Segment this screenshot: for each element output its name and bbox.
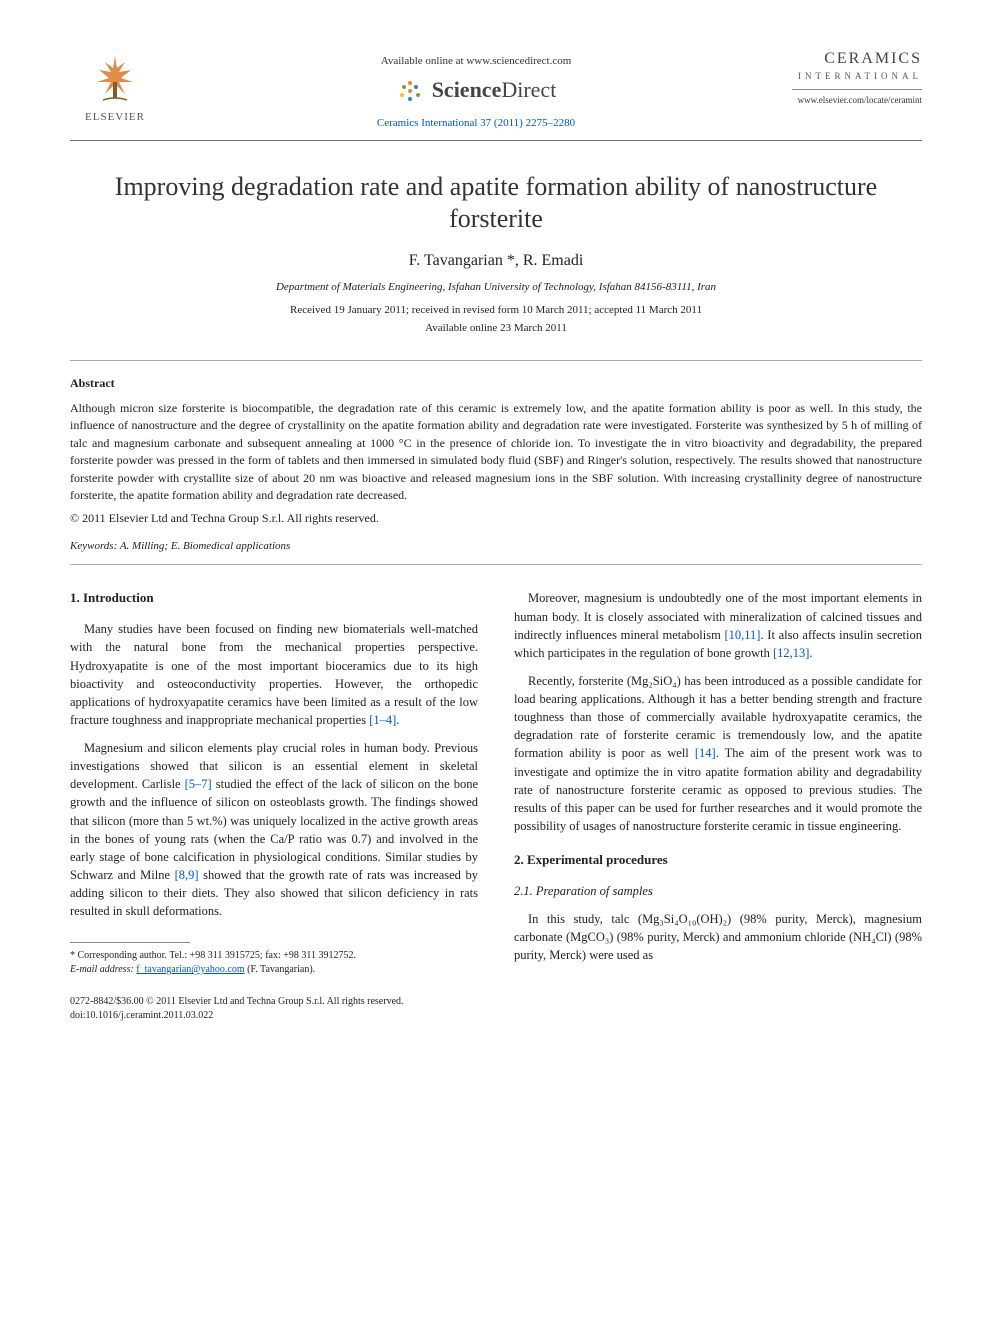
dates-received: Received 19 January 2011; received in re…	[70, 303, 922, 318]
abstract-heading: Abstract	[70, 375, 922, 392]
intro-para-2: Magnesium and silicon elements play cruc…	[70, 739, 478, 920]
affiliation: Department of Materials Engineering, Isf…	[70, 280, 922, 295]
footnote-contact: * Corresponding author. Tel.: +98 311 39…	[70, 949, 478, 963]
abstract-top-rule	[70, 360, 922, 361]
intro-para-4: Recently, forsterite (Mg₂SiO₄) has been …	[514, 672, 922, 835]
abstract-bottom-rule	[70, 564, 922, 565]
section-2-heading: 2. Experimental procedures	[514, 851, 922, 870]
authors-text: F. Tavangarian *, R. Emadi	[409, 252, 584, 269]
corresponding-footnote: * Corresponding author. Tel.: +98 311 39…	[70, 949, 478, 977]
journal-name: CERAMICS	[792, 48, 922, 70]
sd-wordmark: ScienceDirect	[432, 75, 557, 106]
publisher-logo: ELSEVIER	[70, 48, 160, 125]
intro-para-1: Many studies have been focused on findin…	[70, 620, 478, 729]
journal-rule	[792, 89, 922, 90]
journal-citation[interactable]: Ceramics International 37 (2011) 2275–22…	[160, 116, 792, 131]
footnote-email-row: E-mail address: f_tavangarian@yahoo.com …	[70, 963, 478, 977]
ref-14[interactable]: [14]	[695, 746, 716, 760]
abstract-body: Although micron size forsterite is bioco…	[70, 400, 922, 504]
footnote-rule	[70, 942, 190, 943]
section-1-heading: 1. Introduction	[70, 589, 478, 608]
intro-para-3: Moreover, magnesium is undoubtedly one o…	[514, 589, 922, 662]
elsevier-tree-icon	[85, 48, 145, 108]
keywords: Keywords: A. Milling; E. Biomedical appl…	[70, 539, 922, 554]
article-title: Improving degradation rate and apatite f…	[70, 171, 922, 236]
keywords-label: Keywords:	[70, 540, 117, 552]
footnote-email-link[interactable]: f_tavangarian@yahoo.com	[136, 964, 244, 975]
column-right: Moreover, magnesium is undoubtedly one o…	[514, 589, 922, 977]
footnote-email-label: E-mail address:	[70, 964, 136, 975]
exp-para-1: In this study, talc (Mg₃Si₄O₁₀(OH)₂) (98…	[514, 910, 922, 964]
section-2-1-heading: 2.1. Preparation of samples	[514, 882, 922, 900]
footer-copyright: 0272-8842/$36.00 © 2011 Elsevier Ltd and…	[70, 995, 922, 1009]
journal-subtitle: INTERNATIONAL	[792, 70, 922, 83]
body-columns: 1. Introduction Many studies have been f…	[70, 589, 922, 977]
dates-online: Available online 23 March 2011	[70, 321, 922, 336]
journal-url[interactable]: www.elsevier.com/locate/ceramint	[792, 94, 922, 107]
sd-burst-icon	[396, 77, 424, 105]
ref-1-4[interactable]: [1–4]	[369, 713, 396, 727]
journal-branding: CERAMICS INTERNATIONAL www.elsevier.com/…	[792, 48, 922, 107]
abstract-copyright: © 2011 Elsevier Ltd and Techna Group S.r…	[70, 510, 922, 527]
ref-10-11[interactable]: [10,11]	[724, 628, 760, 642]
ref-5-7[interactable]: [5–7]	[185, 777, 212, 791]
sciencedirect-logo: ScienceDirect	[160, 75, 792, 106]
footer-doi: doi:10.1016/j.ceramint.2011.03.022	[70, 1009, 922, 1023]
page-header: ELSEVIER Available online at www.science…	[70, 48, 922, 132]
footnote-email-tail: (F. Tavangarian).	[245, 964, 316, 975]
online-availability: Available online at www.sciencedirect.co…	[160, 54, 792, 69]
keywords-body: A. Milling; E. Biomedical applications	[117, 540, 290, 552]
ref-8-9[interactable]: [8,9]	[175, 868, 199, 882]
header-center: Available online at www.sciencedirect.co…	[160, 48, 792, 132]
authors: F. Tavangarian *, R. Emadi	[70, 250, 922, 272]
header-rule	[70, 140, 922, 141]
publisher-name: ELSEVIER	[85, 110, 145, 125]
ref-12-13[interactable]: [12,13]	[773, 646, 809, 660]
page-footer: 0272-8842/$36.00 © 2011 Elsevier Ltd and…	[70, 995, 922, 1023]
column-left: 1. Introduction Many studies have been f…	[70, 589, 478, 977]
